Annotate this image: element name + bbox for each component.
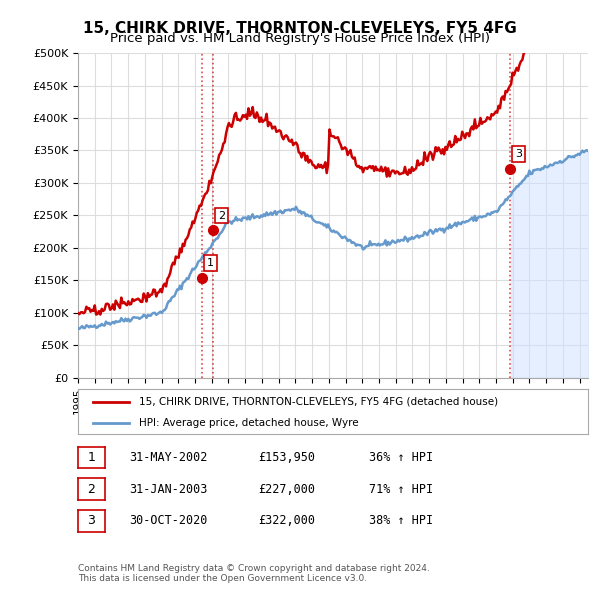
Text: 2: 2 [218, 211, 225, 221]
Text: 31-MAY-2002: 31-MAY-2002 [129, 451, 208, 464]
Text: 36% ↑ HPI: 36% ↑ HPI [369, 451, 433, 464]
Text: £322,000: £322,000 [258, 514, 315, 527]
Text: 38% ↑ HPI: 38% ↑ HPI [369, 514, 433, 527]
Text: 3: 3 [88, 514, 95, 527]
Text: £153,950: £153,950 [258, 451, 315, 464]
Text: HPI: Average price, detached house, Wyre: HPI: Average price, detached house, Wyre [139, 418, 359, 428]
Text: Price paid vs. HM Land Registry's House Price Index (HPI): Price paid vs. HM Land Registry's House … [110, 32, 490, 45]
Text: 15, CHIRK DRIVE, THORNTON-CLEVELEYS, FY5 4FG: 15, CHIRK DRIVE, THORNTON-CLEVELEYS, FY5… [83, 21, 517, 35]
Text: 71% ↑ HPI: 71% ↑ HPI [369, 483, 433, 496]
Text: 3: 3 [515, 149, 522, 159]
Text: Contains HM Land Registry data © Crown copyright and database right 2024.
This d: Contains HM Land Registry data © Crown c… [78, 563, 430, 583]
Text: 30-OCT-2020: 30-OCT-2020 [129, 514, 208, 527]
Text: 15, CHIRK DRIVE, THORNTON-CLEVELEYS, FY5 4FG (detached house): 15, CHIRK DRIVE, THORNTON-CLEVELEYS, FY5… [139, 397, 499, 407]
Text: 2: 2 [88, 483, 95, 496]
Text: 31-JAN-2003: 31-JAN-2003 [129, 483, 208, 496]
Text: 1: 1 [88, 451, 95, 464]
Text: 1: 1 [207, 258, 214, 268]
Text: £227,000: £227,000 [258, 483, 315, 496]
